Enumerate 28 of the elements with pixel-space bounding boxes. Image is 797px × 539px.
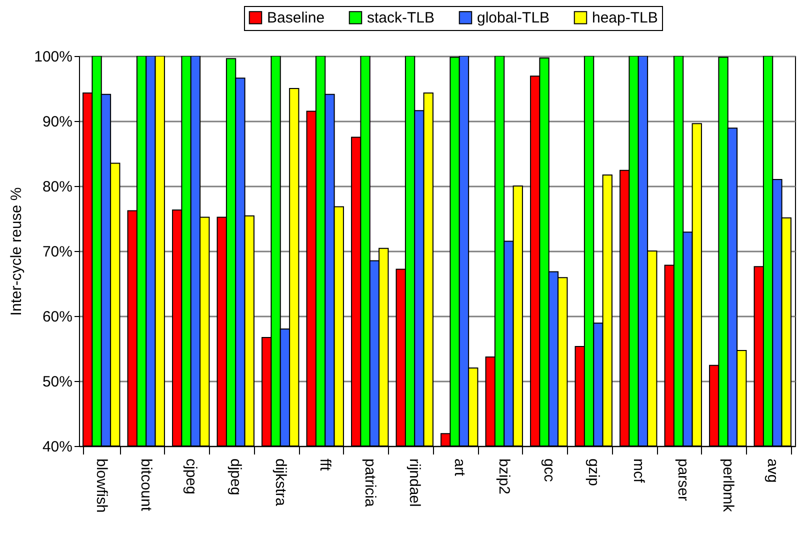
y-tick-label: 50%	[42, 374, 72, 390]
y-axis-title: Inter-cycle reuse %	[8, 187, 26, 316]
y-tick-label: 70%	[42, 244, 72, 260]
legend-label: stack-TLB	[367, 10, 435, 27]
x-tick-label: bitcount	[138, 458, 155, 512]
legend-label: Baseline	[267, 10, 325, 27]
x-tick-label: mcf	[630, 458, 647, 484]
x-tick-label: blowfish	[92, 458, 110, 513]
x-tick-label: avg	[764, 458, 782, 483]
y-tick-label: 80%	[42, 178, 72, 196]
x-tick-label: dijkstra	[272, 458, 289, 507]
x-tick-label: patricia	[361, 458, 378, 508]
x-tick-label: perlbmk	[719, 458, 736, 512]
legend-label: heap-TLB	[592, 10, 658, 27]
x-tick-label: cjpeg	[182, 458, 200, 494]
x-tick-label: bzip2	[496, 458, 513, 494]
y-tick-label: 40%	[42, 438, 72, 456]
x-tick-label: gcc	[540, 458, 558, 482]
y-tick-label: 100%	[34, 48, 72, 66]
x-tick-label: gzip	[585, 458, 602, 486]
x-tick-label: art	[450, 458, 468, 477]
x-tick-label: rijndael	[406, 458, 424, 507]
x-tick-label: fft	[316, 458, 334, 472]
y-tick-label: 60%	[42, 308, 72, 326]
legend-label: global-TLB	[477, 10, 550, 27]
y-tick-label: 90%	[42, 114, 72, 130]
x-tick-label: parser	[674, 458, 692, 502]
x-tick-label: djpeg	[227, 458, 244, 496]
